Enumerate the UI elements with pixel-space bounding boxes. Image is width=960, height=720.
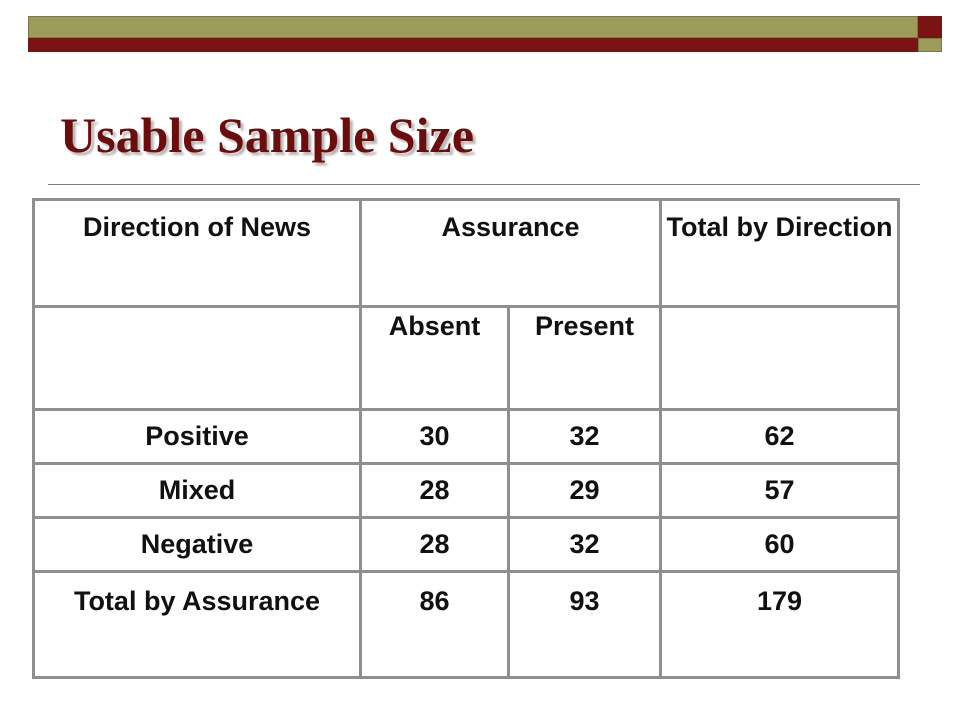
grand-total: 179	[659, 570, 901, 679]
table-subheader-row: Absent Present	[32, 305, 901, 411]
subheader-empty-cell	[659, 305, 901, 411]
subheader-present: Present	[506, 305, 663, 411]
total-row-label: Total by Assurance	[32, 570, 362, 679]
corner-maroon-square	[918, 16, 942, 38]
table-total-row: Total by Assurance 86 93 179	[32, 570, 901, 679]
top-maroon-bar	[28, 38, 918, 52]
header-total-by-direction: Total by Direction	[659, 198, 901, 308]
row-label: Positive	[32, 408, 362, 465]
subheader-empty-cell	[32, 305, 362, 411]
cell-absent: 30	[359, 408, 510, 465]
title-divider	[48, 184, 920, 185]
subheader-absent: Absent	[359, 305, 510, 411]
row-label: Mixed	[32, 462, 362, 519]
corner-olive-square	[918, 38, 942, 52]
table-row: Negative 28 32 60	[32, 516, 901, 573]
cell-present: 29	[506, 462, 663, 519]
cell-total: 57	[659, 462, 901, 519]
cell-absent: 28	[359, 462, 510, 519]
table-row: Positive 30 32 62	[32, 408, 901, 465]
cell-present: 32	[506, 516, 663, 573]
total-absent: 86	[359, 570, 510, 679]
header-direction: Direction of News	[32, 198, 362, 308]
row-label: Negative	[32, 516, 362, 573]
cell-present: 32	[506, 408, 663, 465]
slide-title: Usable Sample Size	[60, 107, 474, 163]
total-present: 93	[506, 570, 663, 679]
header-assurance: Assurance	[358, 198, 663, 308]
cell-total: 60	[659, 516, 901, 573]
top-olive-bar	[28, 16, 918, 38]
sample-size-table: Direction of News Assurance Total by Dir…	[32, 198, 901, 679]
cell-total: 62	[659, 408, 901, 465]
table-header-row: Direction of News Assurance Total by Dir…	[32, 198, 901, 308]
table-row: Mixed 28 29 57	[32, 462, 901, 519]
cell-absent: 28	[359, 516, 510, 573]
